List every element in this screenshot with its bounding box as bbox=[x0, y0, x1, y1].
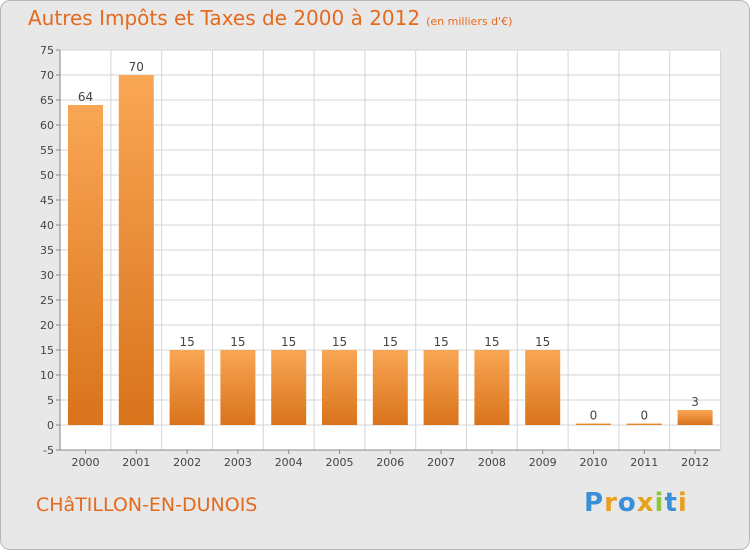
y-tick-label: 50 bbox=[40, 169, 54, 182]
y-tick-label: 40 bbox=[40, 219, 54, 232]
data-label: 15 bbox=[179, 335, 194, 349]
logo-letter: x bbox=[636, 488, 655, 518]
data-label: 0 bbox=[640, 409, 648, 423]
y-tick-label: 75 bbox=[40, 44, 54, 57]
bar bbox=[423, 350, 459, 425]
y-tick-label: 45 bbox=[40, 194, 54, 207]
bar bbox=[576, 423, 611, 425]
bar bbox=[118, 75, 154, 425]
x-tick-label: 2003 bbox=[224, 456, 252, 469]
bar bbox=[525, 350, 561, 425]
x-tick-label: 2001 bbox=[122, 456, 150, 469]
data-label: 0 bbox=[590, 409, 598, 423]
data-label: 15 bbox=[433, 335, 448, 349]
bar bbox=[220, 350, 256, 425]
axes bbox=[56, 49, 720, 454]
bar bbox=[626, 423, 662, 425]
data-label: 15 bbox=[281, 335, 296, 349]
town-name: CHâTILLON-EN-DUNOIS bbox=[36, 494, 258, 516]
y-tick-label: 35 bbox=[40, 244, 54, 257]
data-label: 15 bbox=[230, 335, 245, 349]
data-label: 15 bbox=[484, 335, 499, 349]
logo-letter: i bbox=[654, 488, 665, 518]
data-label: 70 bbox=[129, 60, 144, 74]
title-text: Autres Impôts et Taxes de 2000 à 2012 bbox=[28, 6, 421, 30]
y-tick-label: 25 bbox=[40, 294, 54, 307]
bar bbox=[271, 350, 307, 425]
data-labels: 64 70 15 15 15 15 15 15 15 15 0 0 3 bbox=[78, 60, 699, 423]
x-tick-label: 2010 bbox=[580, 456, 608, 469]
y-tick-label: 30 bbox=[40, 269, 54, 282]
data-label: 3 bbox=[691, 395, 699, 409]
x-tick-label: 2007 bbox=[427, 456, 455, 469]
bar bbox=[322, 350, 357, 425]
x-tick-label: 2011 bbox=[630, 456, 658, 469]
x-tick-label: 2005 bbox=[326, 456, 354, 469]
x-tick-label: 2012 bbox=[681, 456, 709, 469]
y-tick-label: -5 bbox=[43, 444, 54, 457]
y-tick-label: 20 bbox=[40, 319, 54, 332]
x-tick-label: 2009 bbox=[529, 456, 557, 469]
x-tick-label: 2004 bbox=[275, 456, 303, 469]
data-label: 15 bbox=[332, 335, 347, 349]
logo-letter: t bbox=[664, 488, 678, 518]
bar bbox=[677, 410, 713, 425]
title-unit: (en milliers d'€) bbox=[426, 15, 513, 28]
y-tick-label: 70 bbox=[40, 69, 54, 82]
bar bbox=[169, 350, 205, 425]
logo-letter: P bbox=[584, 488, 605, 518]
y-tick-label: 65 bbox=[40, 94, 54, 107]
x-tick-label: 2002 bbox=[173, 456, 201, 469]
y-tick-label: 5 bbox=[47, 394, 54, 407]
proxiti-logo: Proxiti bbox=[584, 488, 688, 518]
x-tick-label: 2008 bbox=[478, 456, 506, 469]
bar bbox=[68, 105, 103, 425]
bar bbox=[372, 350, 408, 425]
x-tick-label: 2006 bbox=[376, 456, 404, 469]
logo-letter: o bbox=[617, 488, 637, 518]
logo-letter: r bbox=[604, 488, 618, 518]
bars bbox=[68, 75, 713, 425]
y-tick-label: 15 bbox=[40, 344, 54, 357]
y-tick-label: 0 bbox=[47, 419, 54, 432]
y-tick-label: 55 bbox=[40, 144, 54, 157]
x-tick-label: 2000 bbox=[72, 456, 100, 469]
data-label: 15 bbox=[535, 335, 550, 349]
bar bbox=[474, 350, 510, 425]
y-tick-label: 60 bbox=[40, 119, 54, 132]
chart-title: Autres Impôts et Taxes de 2000 à 2012 (en… bbox=[28, 6, 512, 30]
y-tick-label: 10 bbox=[40, 369, 54, 382]
data-label: 15 bbox=[383, 335, 398, 349]
data-label: 64 bbox=[78, 90, 93, 104]
logo-letter: i bbox=[677, 488, 688, 518]
